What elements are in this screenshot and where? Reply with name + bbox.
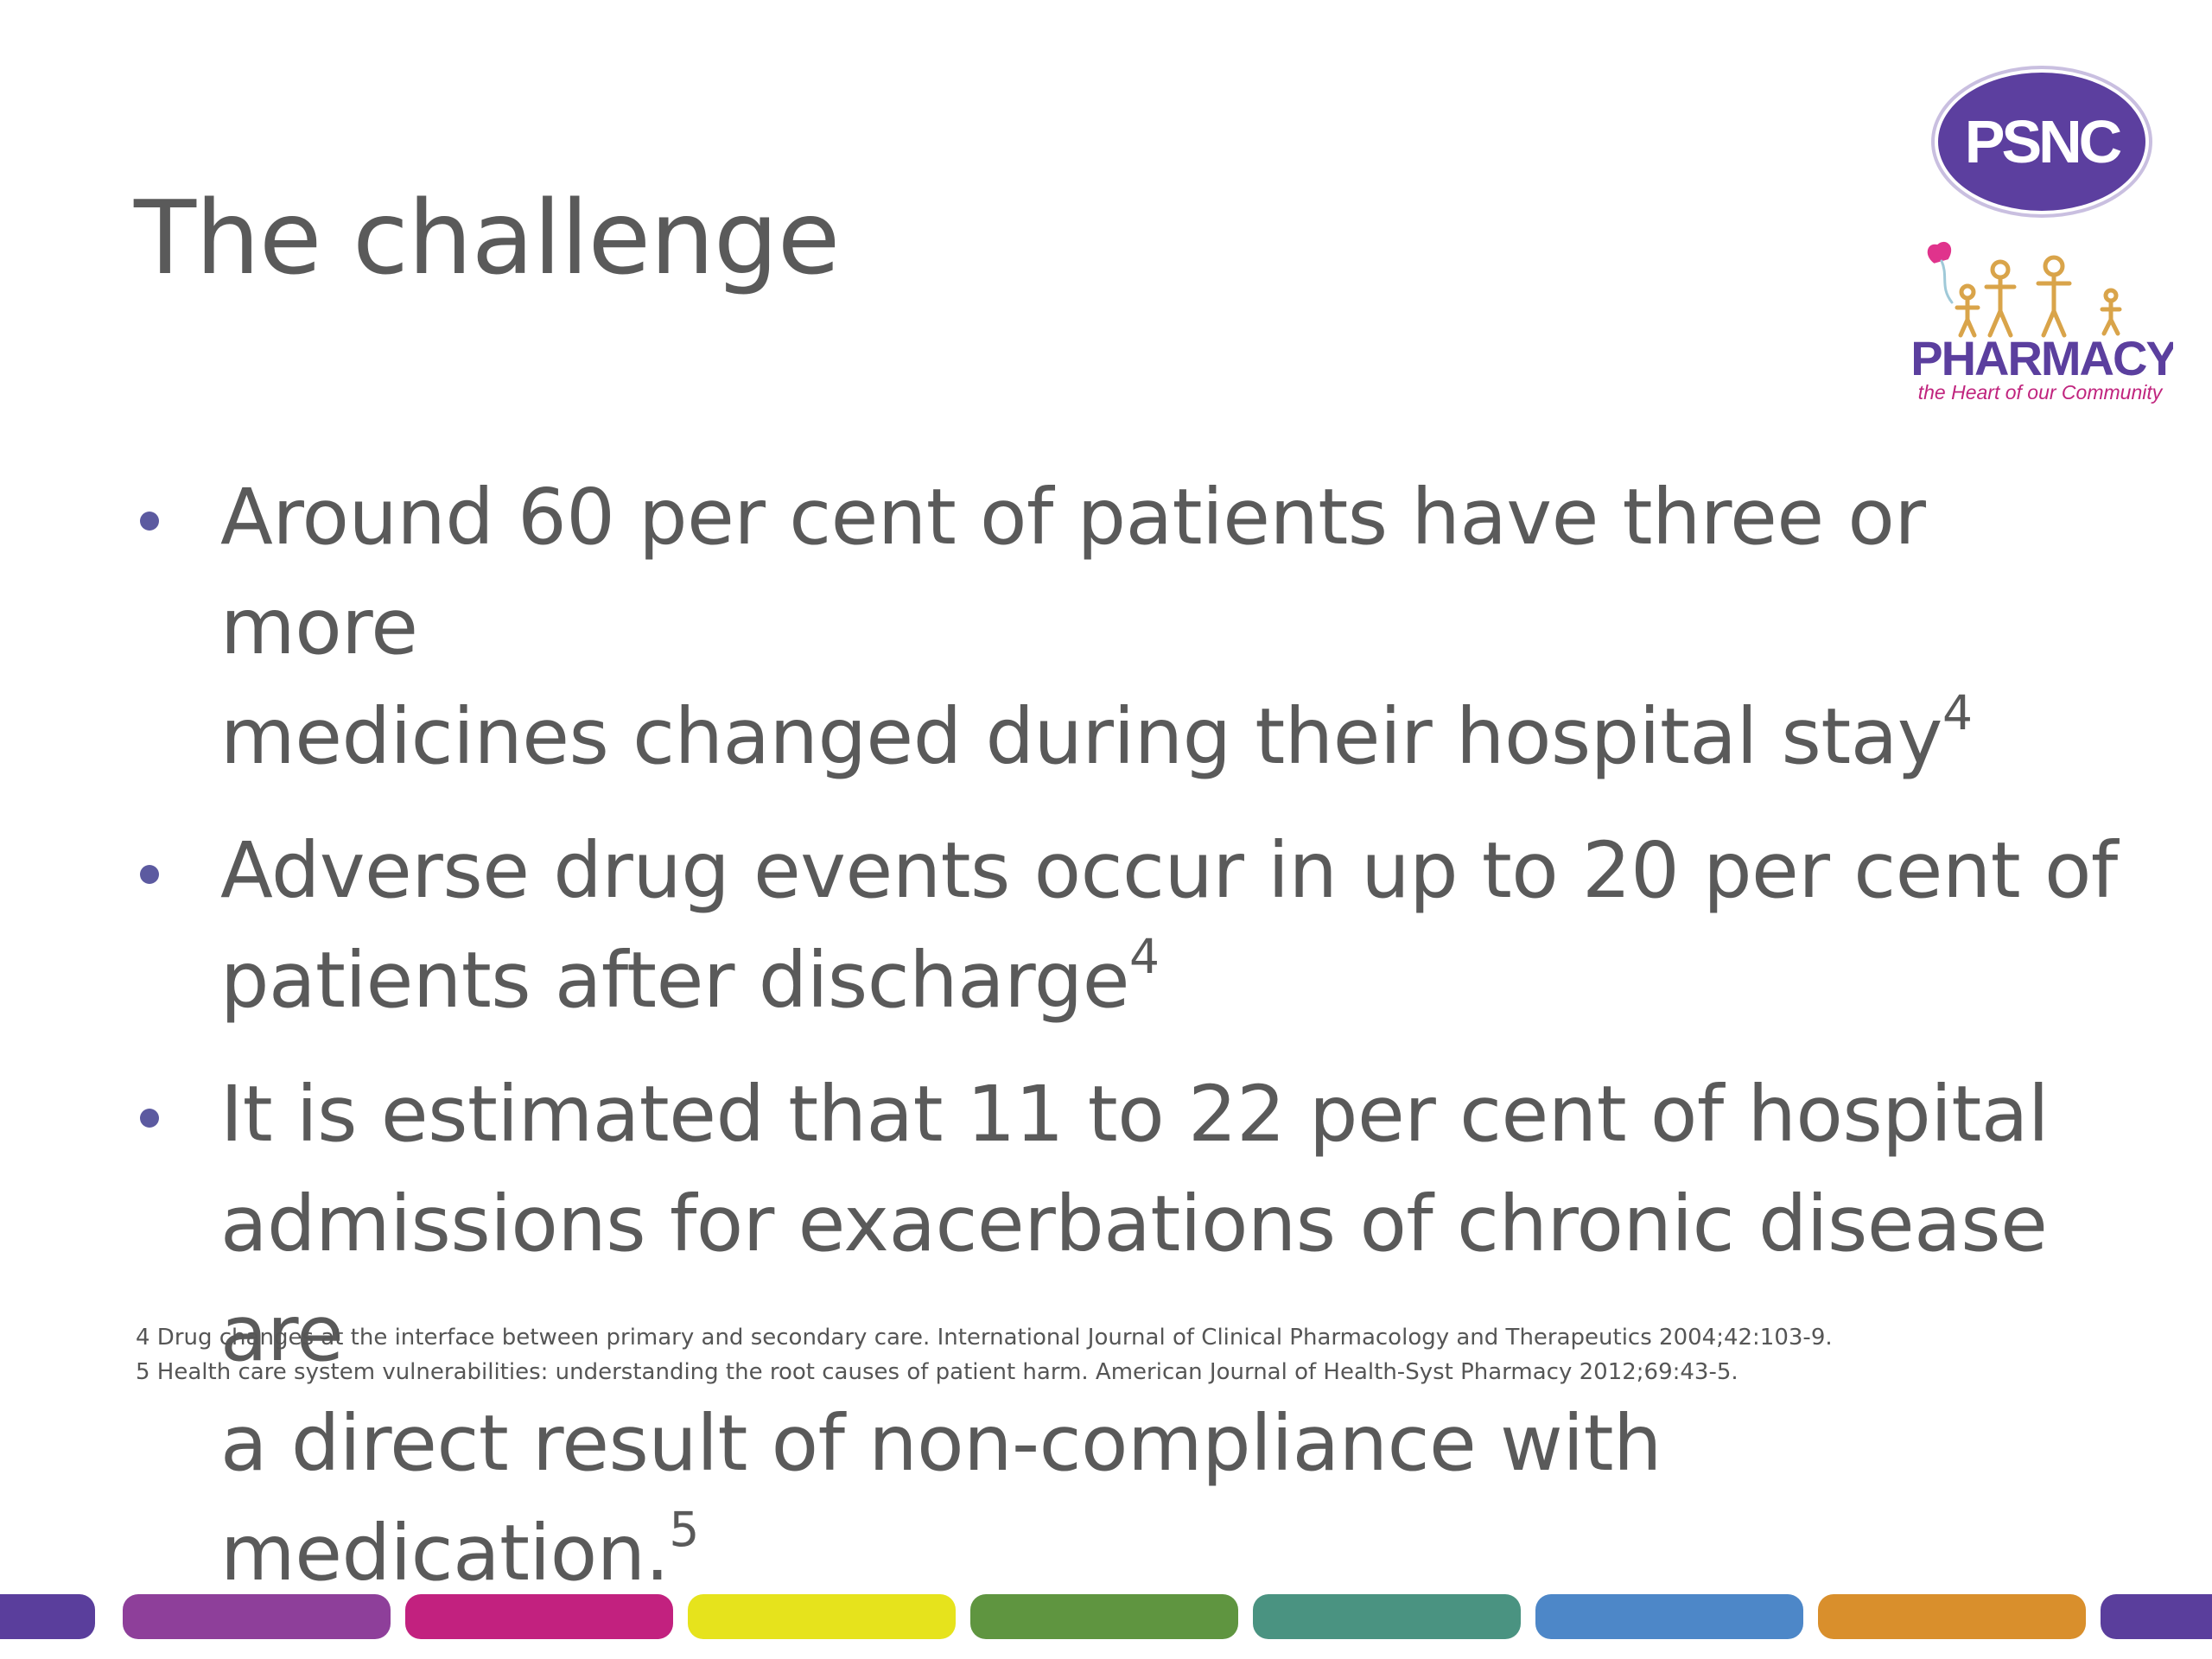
stripe-segment	[1253, 1594, 1521, 1639]
stripe-segment	[1818, 1594, 2086, 1639]
bullet-item: Adverse drug events occur in up to 20 pe…	[134, 816, 2139, 1035]
footnote-marker: 4	[1128, 929, 1160, 985]
pharmacy-wordmark: PHARMACY	[1914, 331, 2173, 385]
bullet-dot-icon	[140, 512, 159, 531]
psnc-badge-fill	[1938, 73, 2145, 211]
bullet-line: a direct result of non-compliance with m…	[220, 1398, 1662, 1598]
bullet-dot-icon	[140, 865, 159, 884]
psnc-pharmacy-logo: PSNC PHARMACY the Heart of our Community	[1914, 66, 2173, 404]
bullet-list: Around 60 per cent of patients have thre…	[134, 462, 2139, 1632]
stripe-segment	[0, 1594, 95, 1639]
footnote-references: 4 Drug changes at the interface between …	[136, 1320, 1833, 1389]
stripe-segment	[970, 1594, 1238, 1639]
stripe-segment	[1535, 1594, 1803, 1639]
stripe-segment	[2101, 1594, 2212, 1639]
psnc-badge-text: PSNC	[1965, 108, 2121, 175]
stripe-segment	[405, 1594, 673, 1639]
bullet-line: medicines changed during their hospital …	[220, 691, 1942, 781]
footnote-marker: 4	[1942, 685, 1973, 741]
bullet-line: Around 60 per cent of patients have thre…	[220, 472, 1926, 671]
bullet-item: Around 60 per cent of patients have thre…	[134, 462, 2139, 791]
stripe-segment	[688, 1594, 956, 1639]
color-stripe-bar	[0, 1594, 2212, 1639]
slide-title: The challenge	[134, 178, 840, 297]
bullet-line: admissions for exacerbations of chronic …	[220, 1179, 2048, 1378]
pharmacy-tagline: the Heart of our Community	[1918, 381, 2164, 404]
bullet-dot-icon	[140, 1109, 159, 1128]
footnote-marker: 5	[669, 1502, 699, 1558]
bullet-line: patients after discharge	[220, 935, 1129, 1025]
bullet-item: It is estimated that 11 to 22 per cent o…	[134, 1059, 2139, 1608]
bullet-line: Adverse drug events occur in up to 20 pe…	[220, 825, 2118, 915]
family-figures-icon	[1927, 242, 2122, 338]
bullet-line: It is estimated that 11 to 22 per cent o…	[220, 1069, 2050, 1159]
reference-item: 4 Drug changes at the interface between …	[136, 1325, 1833, 1351]
stripe-segment	[123, 1594, 391, 1639]
reference-item: 5 Health care system vulnerabilities: un…	[136, 1359, 1738, 1385]
